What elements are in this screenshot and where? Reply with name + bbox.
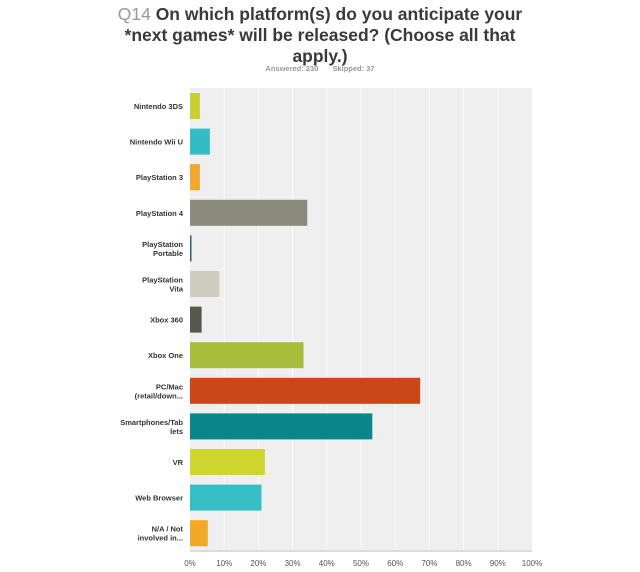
category-label: N/A / Not involved in... bbox=[138, 525, 184, 543]
bar bbox=[190, 377, 421, 404]
category-label: Xbox 360 bbox=[150, 316, 183, 325]
bar bbox=[190, 342, 304, 369]
category-label: PlayStation Portable bbox=[142, 240, 183, 258]
category-label: Nintendo Wii U bbox=[130, 138, 183, 147]
question-text: On which platform(s) do you anticipate y… bbox=[124, 4, 523, 66]
bar bbox=[190, 271, 220, 297]
category-label: Web Browser bbox=[135, 494, 183, 503]
bar bbox=[190, 306, 202, 333]
category-label: Xbox One bbox=[148, 351, 183, 360]
bar bbox=[190, 128, 210, 155]
bar bbox=[190, 235, 192, 262]
x-tick-label: 80% bbox=[456, 559, 472, 568]
category-label: PlayStation 3 bbox=[136, 173, 183, 182]
category-label: Nintendo 3DS bbox=[134, 102, 183, 111]
answered-count: Answered: 230 bbox=[265, 64, 319, 73]
category-label: Smartphones/Tab lets bbox=[120, 418, 183, 436]
x-tick-label: 60% bbox=[387, 559, 403, 568]
bar bbox=[190, 449, 265, 475]
x-tick-label: 10% bbox=[216, 559, 232, 568]
x-tick-label: 0% bbox=[184, 559, 196, 568]
category-label: PlayStation Vita bbox=[142, 276, 184, 294]
x-tick-label: 90% bbox=[490, 559, 506, 568]
skipped-count: Skipped: 37 bbox=[332, 64, 375, 73]
bar bbox=[190, 413, 373, 440]
bar bbox=[190, 199, 308, 226]
x-tick-label: 50% bbox=[353, 559, 369, 568]
bar bbox=[190, 484, 262, 511]
category-label: PC/Mac (retail/down... bbox=[135, 382, 183, 400]
x-tick-label: 40% bbox=[319, 559, 335, 568]
bar bbox=[190, 520, 208, 547]
chart-title: Q14 On which platform(s) do you anticipa… bbox=[100, 4, 540, 67]
bar bbox=[190, 164, 200, 191]
x-tick-label: 70% bbox=[421, 559, 437, 568]
bar bbox=[190, 93, 200, 119]
category-label: VR bbox=[173, 458, 184, 467]
x-tick-label: 30% bbox=[285, 559, 301, 568]
x-tick-label: 20% bbox=[250, 559, 266, 568]
response-stats: Answered: 230 Skipped: 37 bbox=[100, 64, 540, 73]
category-label: PlayStation 4 bbox=[136, 209, 184, 218]
x-tick-label: 100% bbox=[522, 559, 542, 568]
question-number: Q14 bbox=[117, 4, 151, 24]
